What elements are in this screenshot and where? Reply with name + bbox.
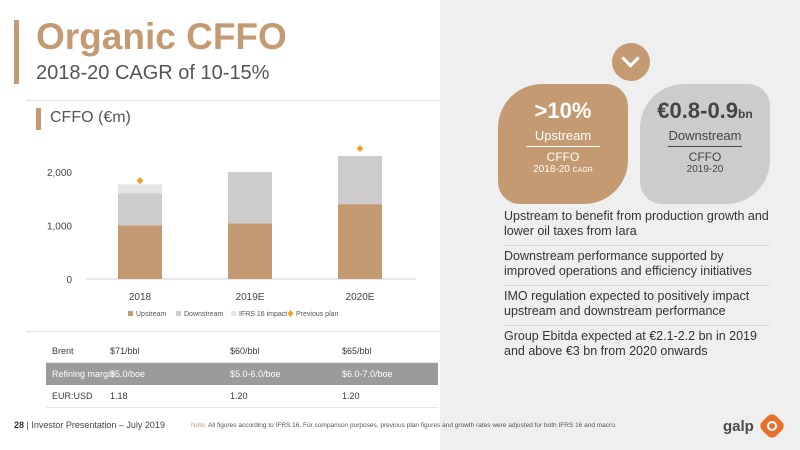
- footer-page: 28 | Investor Presentation – July 2019: [14, 420, 165, 430]
- bar-upstream: [228, 223, 272, 279]
- kpi-upstream-period-suffix: CAGR: [572, 167, 593, 174]
- logo-text: galp: [723, 418, 754, 435]
- bar-upstream: [118, 225, 162, 279]
- macro-cell: 1.20: [230, 391, 248, 401]
- bullet-item: IMO regulation expected to positively im…: [504, 286, 770, 326]
- chart-frame: [26, 100, 440, 332]
- macro-row-label: Refining margin: [52, 369, 116, 379]
- previous-plan-marker: [356, 145, 364, 153]
- kpi-downstream-period: 2019-20: [686, 164, 724, 175]
- chart-title: CFFO (€m): [50, 109, 131, 126]
- macro-cell: $71/bbl: [110, 346, 140, 356]
- cffo-chart: 0 1,000 2,000 2018 2019E 2020E Upstream Downs…: [47, 145, 416, 318]
- chevron-down-icon: [612, 43, 650, 81]
- chart-title-accent: [36, 108, 41, 130]
- bullet-item: Upstream to benefit from production grow…: [504, 206, 770, 246]
- kpi-upstream-rule: [526, 146, 600, 147]
- macro-cell: $65/bbl: [342, 346, 372, 356]
- macro-cell: $5.0-6.0/boe: [230, 369, 281, 379]
- bar-downstream: [118, 193, 162, 226]
- note-label: Note:: [191, 422, 207, 429]
- kpi-upstream-label: Upstream: [534, 128, 592, 143]
- macro-row-label: Brent: [52, 346, 74, 356]
- kpi-upstream: >10% Upstream CFFO 2018-20 CAGR: [498, 84, 628, 204]
- macro-cell: $60/bbl: [230, 346, 260, 356]
- x-tick-label: 2020E: [346, 292, 375, 303]
- legend-label: IFRS 16 impact: [239, 311, 287, 318]
- macro-cell: 1.20: [342, 391, 360, 401]
- macro-cell: $6.0-7.0/boe: [342, 369, 393, 379]
- kpi-upstream-value: >10%: [534, 98, 592, 123]
- macro-cell: $5.0/boe: [110, 369, 146, 379]
- y-tick-label: 1,000: [47, 222, 72, 233]
- y-tick-label: 2,000: [47, 168, 72, 179]
- presentation-name: | Investor Presentation – July 2019: [26, 420, 165, 430]
- kpi-upstream-metric: CFFO: [546, 150, 580, 164]
- page-title: Organic CFFO: [36, 16, 287, 57]
- bar-downstream: [228, 172, 272, 224]
- page-subtitle: 2018-20 CAGR of 10-15%: [36, 62, 270, 84]
- kpi-upstream-period: 2018-20 CAGR: [498, 164, 628, 175]
- kpi-upstream-period-text: 2018-20: [533, 164, 570, 175]
- kpi-downstream-value-text: €0.8-0.9: [657, 98, 739, 123]
- footer-note: Note: All figures according to IFRS 16. …: [191, 422, 617, 429]
- legend-swatch: [128, 311, 133, 316]
- legend-label: Previous plan: [296, 311, 339, 318]
- title-accent-bar: [14, 20, 19, 84]
- legend-label: Upstream: [136, 311, 167, 318]
- bar-downstream: [338, 156, 382, 205]
- kpi-downstream-value: €0.8-0.9bn: [640, 98, 770, 124]
- bar-ifrs-16-impact: [118, 184, 162, 194]
- macro-table: Brent $71/bbl $60/bbl $65/bbl Refining margi…: [46, 340, 438, 408]
- kpi-downstream: €0.8-0.9bn Downstream CFFO 2019-20: [640, 84, 770, 204]
- bar-upstream: [338, 204, 382, 279]
- bullet-list: Upstream to benefit from production grow…: [504, 206, 770, 365]
- x-tick-label: 2019E: [236, 292, 265, 303]
- legend-swatch: [231, 311, 236, 316]
- kpi-downstream-rule: [668, 146, 742, 147]
- macro-cell: 1.18: [110, 391, 128, 401]
- kpi-downstream-label: Downstream: [668, 128, 742, 143]
- bullet-item: Group Ebitda expected at €2.1-2.2 bn in …: [504, 329, 757, 358]
- legend-label: Downstream: [184, 311, 223, 318]
- macro-row-label: EUR:USD: [52, 391, 93, 401]
- macro-row: Brent $71/bbl $60/bbl $65/bbl: [46, 340, 438, 363]
- legend-swatch: [176, 311, 181, 316]
- kpi-downstream-value-suffix: bn: [738, 107, 753, 121]
- kpi-downstream-metric: CFFO: [688, 150, 722, 164]
- previous-plan-marker: [136, 177, 144, 185]
- macro-row: EUR:USD 1.18 1.20 1.20: [46, 385, 438, 408]
- note-text: All figures according to IFRS 16. For co…: [208, 422, 617, 429]
- page-number: 28: [14, 420, 25, 430]
- legend-swatch: [287, 310, 294, 317]
- x-tick-label: 2018: [129, 292, 152, 303]
- bullet-item: Downstream performance supported by impr…: [504, 246, 770, 286]
- macro-row: Refining margin $5.0/boe $5.0-6.0/boe $6.0-…: [46, 363, 438, 385]
- y-tick-label: 0: [66, 275, 72, 286]
